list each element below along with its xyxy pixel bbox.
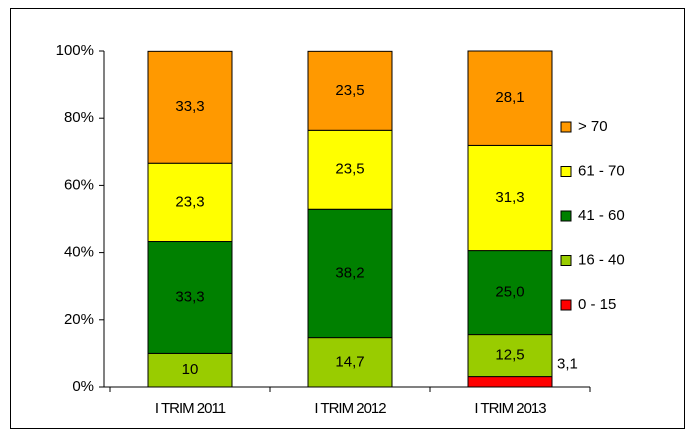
bar-segment: [307, 337, 393, 388]
legend-swatch: [560, 255, 572, 266]
data-label: 12,5: [495, 347, 524, 364]
y-tick-label: 60%: [64, 176, 94, 193]
x-tick-label: I TRIM 2013: [474, 400, 546, 417]
data-label: 38,2: [335, 264, 364, 281]
y-tick-label: 40%: [64, 244, 94, 261]
bar-segment: [467, 144, 553, 252]
data-label: 23,3: [175, 193, 204, 210]
legend-swatch: [560, 166, 572, 177]
x-tick-label: I TRIM 2012: [314, 400, 386, 417]
legend-label: 41 - 60: [578, 207, 625, 224]
data-label: 33,3: [175, 98, 204, 115]
data-label: 33,3: [175, 288, 204, 305]
legend-swatch: [560, 121, 572, 133]
bar-segment: [467, 50, 553, 146]
bar-segment: [307, 50, 393, 131]
legend-label: 61 - 70: [578, 162, 625, 179]
data-label: 25,0: [495, 284, 524, 301]
legend-swatch: [560, 210, 572, 222]
data-label: 23,5: [335, 82, 364, 99]
x-tick-label: I TRIM 2011: [155, 400, 226, 417]
y-tick-label: 0%: [72, 378, 94, 395]
bar-segment: [147, 50, 233, 164]
bar-segment: [467, 334, 553, 378]
bar-segment: [307, 208, 393, 339]
legend-swatch: [560, 299, 572, 311]
legend-label: 0 - 15: [578, 296, 616, 313]
bar-segment: [307, 129, 393, 210]
legend-label: 16 - 40: [578, 251, 625, 268]
data-label: 28,1: [495, 89, 524, 106]
y-tick-label: 80%: [64, 109, 94, 126]
data-label: 31,3: [495, 189, 524, 206]
bar-segment: [467, 250, 553, 336]
y-tick-label: 100%: [56, 42, 94, 59]
bar-segment: [467, 376, 553, 388]
data-label: 23,5: [335, 161, 364, 178]
legend-label: > 70: [578, 118, 608, 135]
y-tick-label: 20%: [64, 311, 94, 328]
data-label: 14,7: [335, 353, 364, 370]
data-label: 3,1: [557, 356, 578, 373]
data-label: 10: [182, 361, 199, 378]
